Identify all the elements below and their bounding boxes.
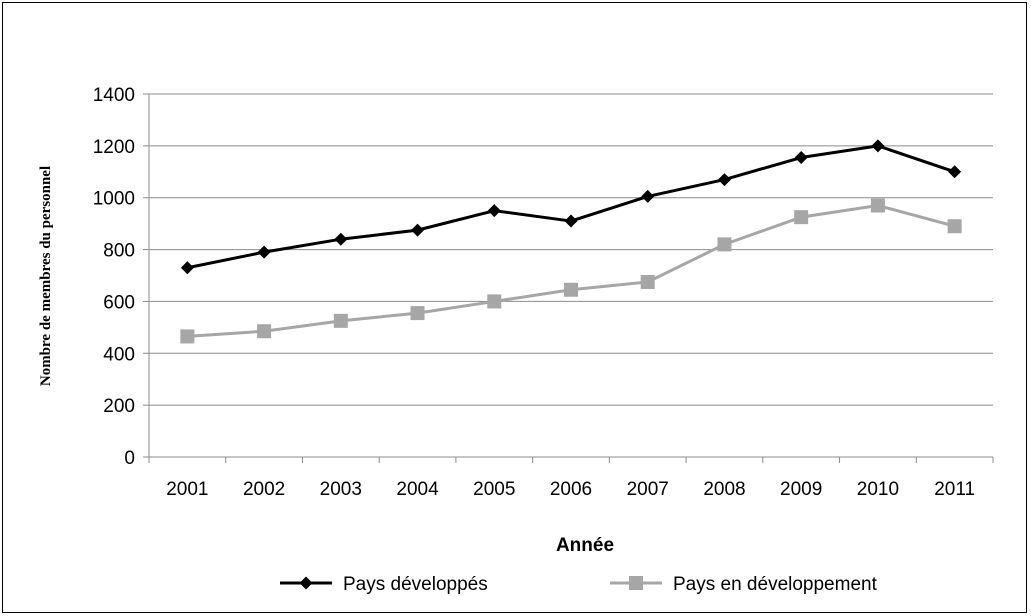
y-tick-labels: 0 200 400 600 800 1000 1200 1400 [93, 85, 135, 469]
data-point-diamond [641, 189, 655, 203]
data-point-diamond [334, 232, 348, 246]
y-tick-label: 1000 [93, 189, 135, 210]
y-tick-label: 800 [103, 241, 135, 262]
data-point-square [487, 294, 502, 309]
data-point-diamond [794, 151, 808, 165]
legend: Pays développés Pays en développement [280, 574, 878, 595]
data-point-square [640, 274, 655, 289]
x-tick-label: 2005 [473, 479, 515, 500]
y-tick-label: 600 [103, 292, 135, 313]
series-layer [180, 139, 962, 344]
data-point-diamond [871, 139, 885, 153]
axes [143, 93, 994, 463]
data-point-diamond [564, 214, 578, 228]
data-point-square [257, 324, 272, 339]
x-tick-label: 2010 [857, 479, 899, 500]
data-point-diamond [180, 261, 194, 275]
data-point-square [794, 210, 809, 225]
x-tick-label: 2003 [320, 479, 362, 500]
x-tick-label: 2008 [703, 479, 745, 500]
x-tick-label: 2002 [243, 479, 285, 500]
y-tick-label: 1400 [93, 85, 135, 106]
y-tick-label: 0 [124, 448, 135, 469]
data-point-square [717, 237, 732, 252]
x-axis-label: Année [556, 535, 614, 556]
legend-label: Pays en développement [673, 574, 878, 595]
data-point-square [410, 306, 425, 321]
data-point-square [564, 282, 578, 297]
x-tick-label: 2009 [780, 479, 822, 500]
legend-label: Pays développés [343, 574, 488, 595]
data-point-square [333, 313, 348, 328]
data-point-square [870, 198, 885, 213]
y-tick-label: 200 [103, 396, 135, 417]
data-point-diamond [257, 245, 271, 259]
x-tick-label: 2006 [550, 479, 592, 500]
x-tick-label: 2011 [934, 479, 975, 500]
data-point-square [947, 219, 962, 234]
data-point-square [180, 329, 195, 344]
legend-swatch-marker [299, 576, 313, 590]
y-tick-label: 1200 [93, 137, 135, 158]
y-axis-label: Nombre de membres du personnel [38, 166, 54, 386]
gridlines [149, 93, 993, 406]
x-tick-label: 2001 [166, 479, 208, 500]
y-tick-label: 400 [103, 344, 135, 365]
x-tick-label: 2004 [396, 479, 439, 500]
x-tick-labels: 2001 2002 2003 2004 2005 2006 2007 2008 2009 2010… [166, 479, 975, 500]
legend-swatch-marker [629, 576, 643, 590]
data-point-diamond [411, 223, 425, 237]
data-point-diamond [717, 173, 731, 187]
data-point-diamond [487, 204, 501, 218]
x-tick-label: 2007 [627, 479, 669, 500]
data-point-diamond [948, 165, 962, 179]
